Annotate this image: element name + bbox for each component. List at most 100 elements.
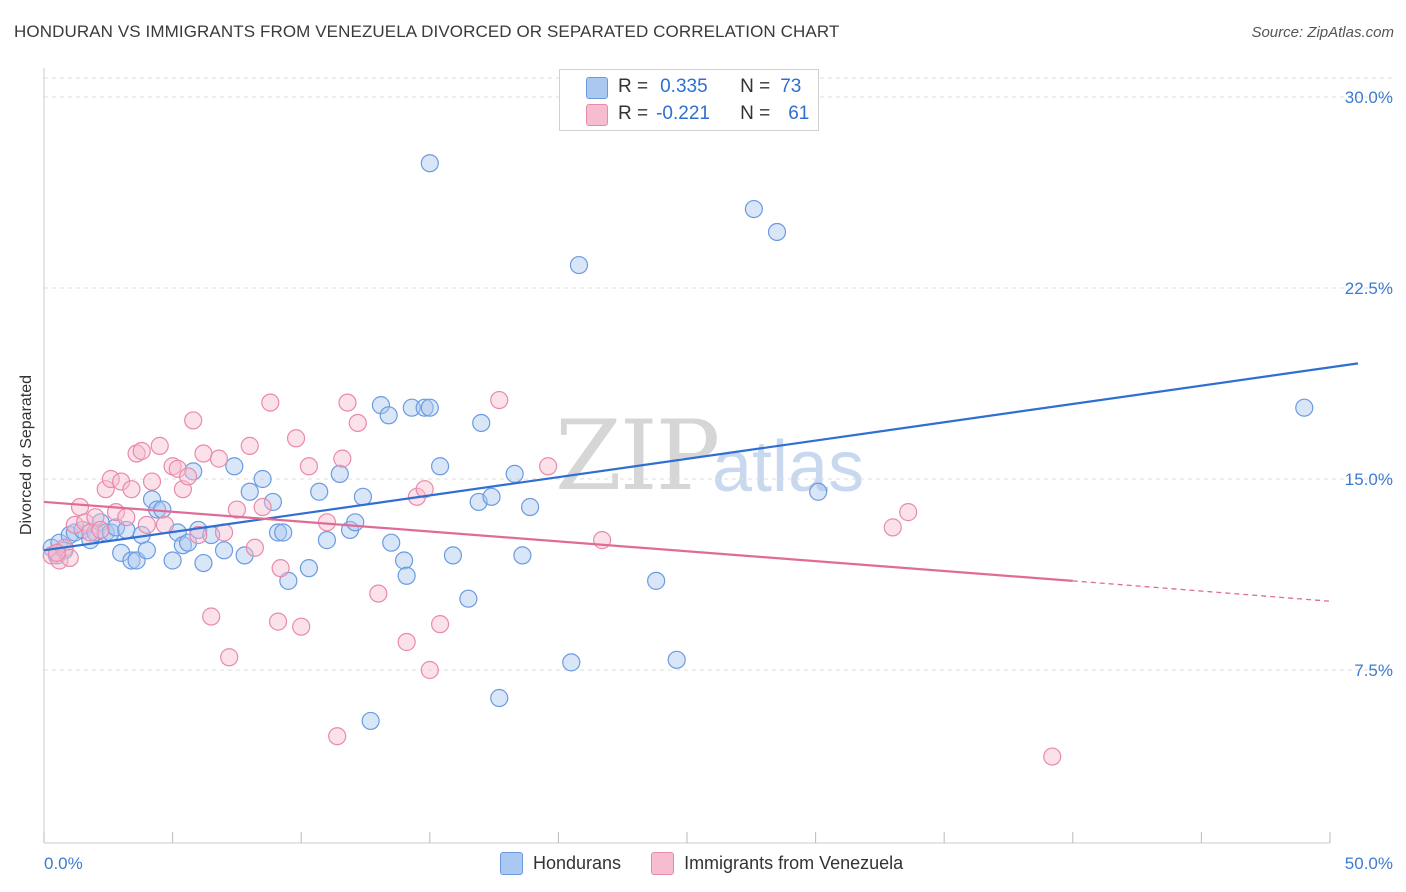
honduran-point xyxy=(744,199,763,219)
venezuela-point xyxy=(163,457,182,476)
honduran-point xyxy=(299,559,319,578)
venezuela-point xyxy=(271,559,290,578)
honduran-point xyxy=(767,222,787,242)
honduran-point xyxy=(490,688,509,708)
honduran-point xyxy=(569,255,589,275)
venezuela-trend-extension xyxy=(1072,580,1331,602)
honduran-point xyxy=(420,154,439,173)
legend-label: Hondurans xyxy=(533,853,622,873)
series-legend: Hondurans Immigrants from Venezuela xyxy=(500,852,933,875)
y-tick-label: 22.5% xyxy=(1345,279,1393,298)
venezuela-point xyxy=(91,520,110,540)
honduran-point xyxy=(184,462,203,481)
legend-row-hondurans: R = 0.335 N = 73 xyxy=(618,74,801,100)
honduran-point xyxy=(379,406,398,425)
honduran-point xyxy=(1295,398,1314,417)
venezuela-point xyxy=(369,584,388,603)
legend-swatch-pink xyxy=(651,852,675,875)
honduran-point xyxy=(521,497,540,517)
legend-swatch-blue xyxy=(500,852,523,875)
legend-item-hondurans: Hondurans xyxy=(500,852,621,875)
watermark-zip: ZIP xyxy=(555,400,720,512)
honduran-point xyxy=(253,469,272,489)
honduran-point xyxy=(647,571,666,590)
venezuela-point xyxy=(117,508,136,527)
venezuela-point xyxy=(142,472,162,491)
honduran-point xyxy=(415,398,434,417)
honduran-point xyxy=(178,533,198,552)
venezuela-point xyxy=(184,411,203,430)
venezuela-point xyxy=(137,515,156,534)
venezuela-point xyxy=(348,413,367,433)
honduran-point xyxy=(505,464,524,484)
venezuela-point xyxy=(299,457,319,476)
venezuela-point xyxy=(397,632,416,652)
correlation-legend: R = 0.335 N = 73 R = -0.221 N = 61 xyxy=(559,69,819,131)
honduran-point xyxy=(562,653,581,672)
venezuela-point xyxy=(150,436,169,455)
honduran-point xyxy=(225,457,244,476)
chart-title: HONDURAN VS IMMIGRANTS FROM VENEZUELA DI… xyxy=(14,22,840,41)
venezuela-point xyxy=(202,607,221,626)
venezuela-point xyxy=(420,660,439,680)
n-value: 73 xyxy=(780,76,802,97)
honduran-point xyxy=(263,492,283,512)
n-value: 61 xyxy=(788,103,810,124)
honduran-point xyxy=(163,551,182,570)
venezuela-point xyxy=(261,393,280,412)
venezuela-point xyxy=(189,525,208,545)
venezuela-point xyxy=(286,429,306,448)
n-label: N = xyxy=(740,103,771,124)
honduran-point xyxy=(513,546,532,565)
y-tick-label: 15.0% xyxy=(1345,470,1393,489)
honduran-point xyxy=(112,543,131,562)
honduran-point xyxy=(382,533,401,552)
venezuela-point xyxy=(209,449,228,468)
r-label: R = xyxy=(618,103,649,124)
honduran-point xyxy=(667,650,686,669)
venezuela-point xyxy=(333,449,352,468)
legend-label: Immigrants from Venezuela xyxy=(684,853,904,873)
venezuela-point xyxy=(70,497,90,517)
venezuela-point xyxy=(415,480,434,499)
y-tick-label: 7.5% xyxy=(1354,661,1393,680)
venezuela-point xyxy=(194,444,213,463)
legend-row-venezuela: R = -0.221 N = 61 xyxy=(618,101,809,127)
r-value: 0.335 xyxy=(660,76,708,97)
honduran-point xyxy=(459,589,478,608)
x-tick-label: 50.0% xyxy=(1345,854,1393,873)
honduran-point xyxy=(430,457,450,476)
watermark-atlas: atlas xyxy=(712,427,865,507)
honduran-point xyxy=(194,553,213,573)
venezuela-point xyxy=(96,480,115,499)
y-tick-label: 30.0% xyxy=(1345,88,1393,107)
trend-lines xyxy=(43,362,1359,602)
honduran-point xyxy=(394,551,414,570)
honduran-point xyxy=(274,523,293,542)
venezuela-point xyxy=(155,515,174,534)
venezuela-point xyxy=(253,497,272,517)
venezuela-point xyxy=(292,617,311,636)
honduran-point xyxy=(361,711,380,731)
honduran-point xyxy=(443,546,463,565)
venezuela-point xyxy=(883,518,902,537)
honduran-point xyxy=(809,482,828,501)
honduran-point xyxy=(353,487,373,506)
honduran-point xyxy=(122,551,141,570)
venezuela-point xyxy=(899,503,918,522)
legend-swatch-blue xyxy=(586,77,608,99)
r-value: -0.221 xyxy=(656,103,710,124)
venezuela-point xyxy=(178,467,198,486)
x-tick-label: 0.0% xyxy=(44,854,83,873)
venezuela-point xyxy=(268,612,288,631)
r-label: R = xyxy=(618,76,649,97)
axes xyxy=(43,68,1331,844)
tick-labels: 7.5% 15.0% 22.5% 30.0% 0.0% 50.0% xyxy=(44,88,1393,873)
honduran-point xyxy=(235,546,254,565)
venezuela-point xyxy=(220,648,239,667)
honduran-point xyxy=(173,536,192,555)
venezuela-point xyxy=(328,727,347,746)
hondurans-trend-line xyxy=(43,362,1359,552)
venezuela-point xyxy=(490,390,509,410)
